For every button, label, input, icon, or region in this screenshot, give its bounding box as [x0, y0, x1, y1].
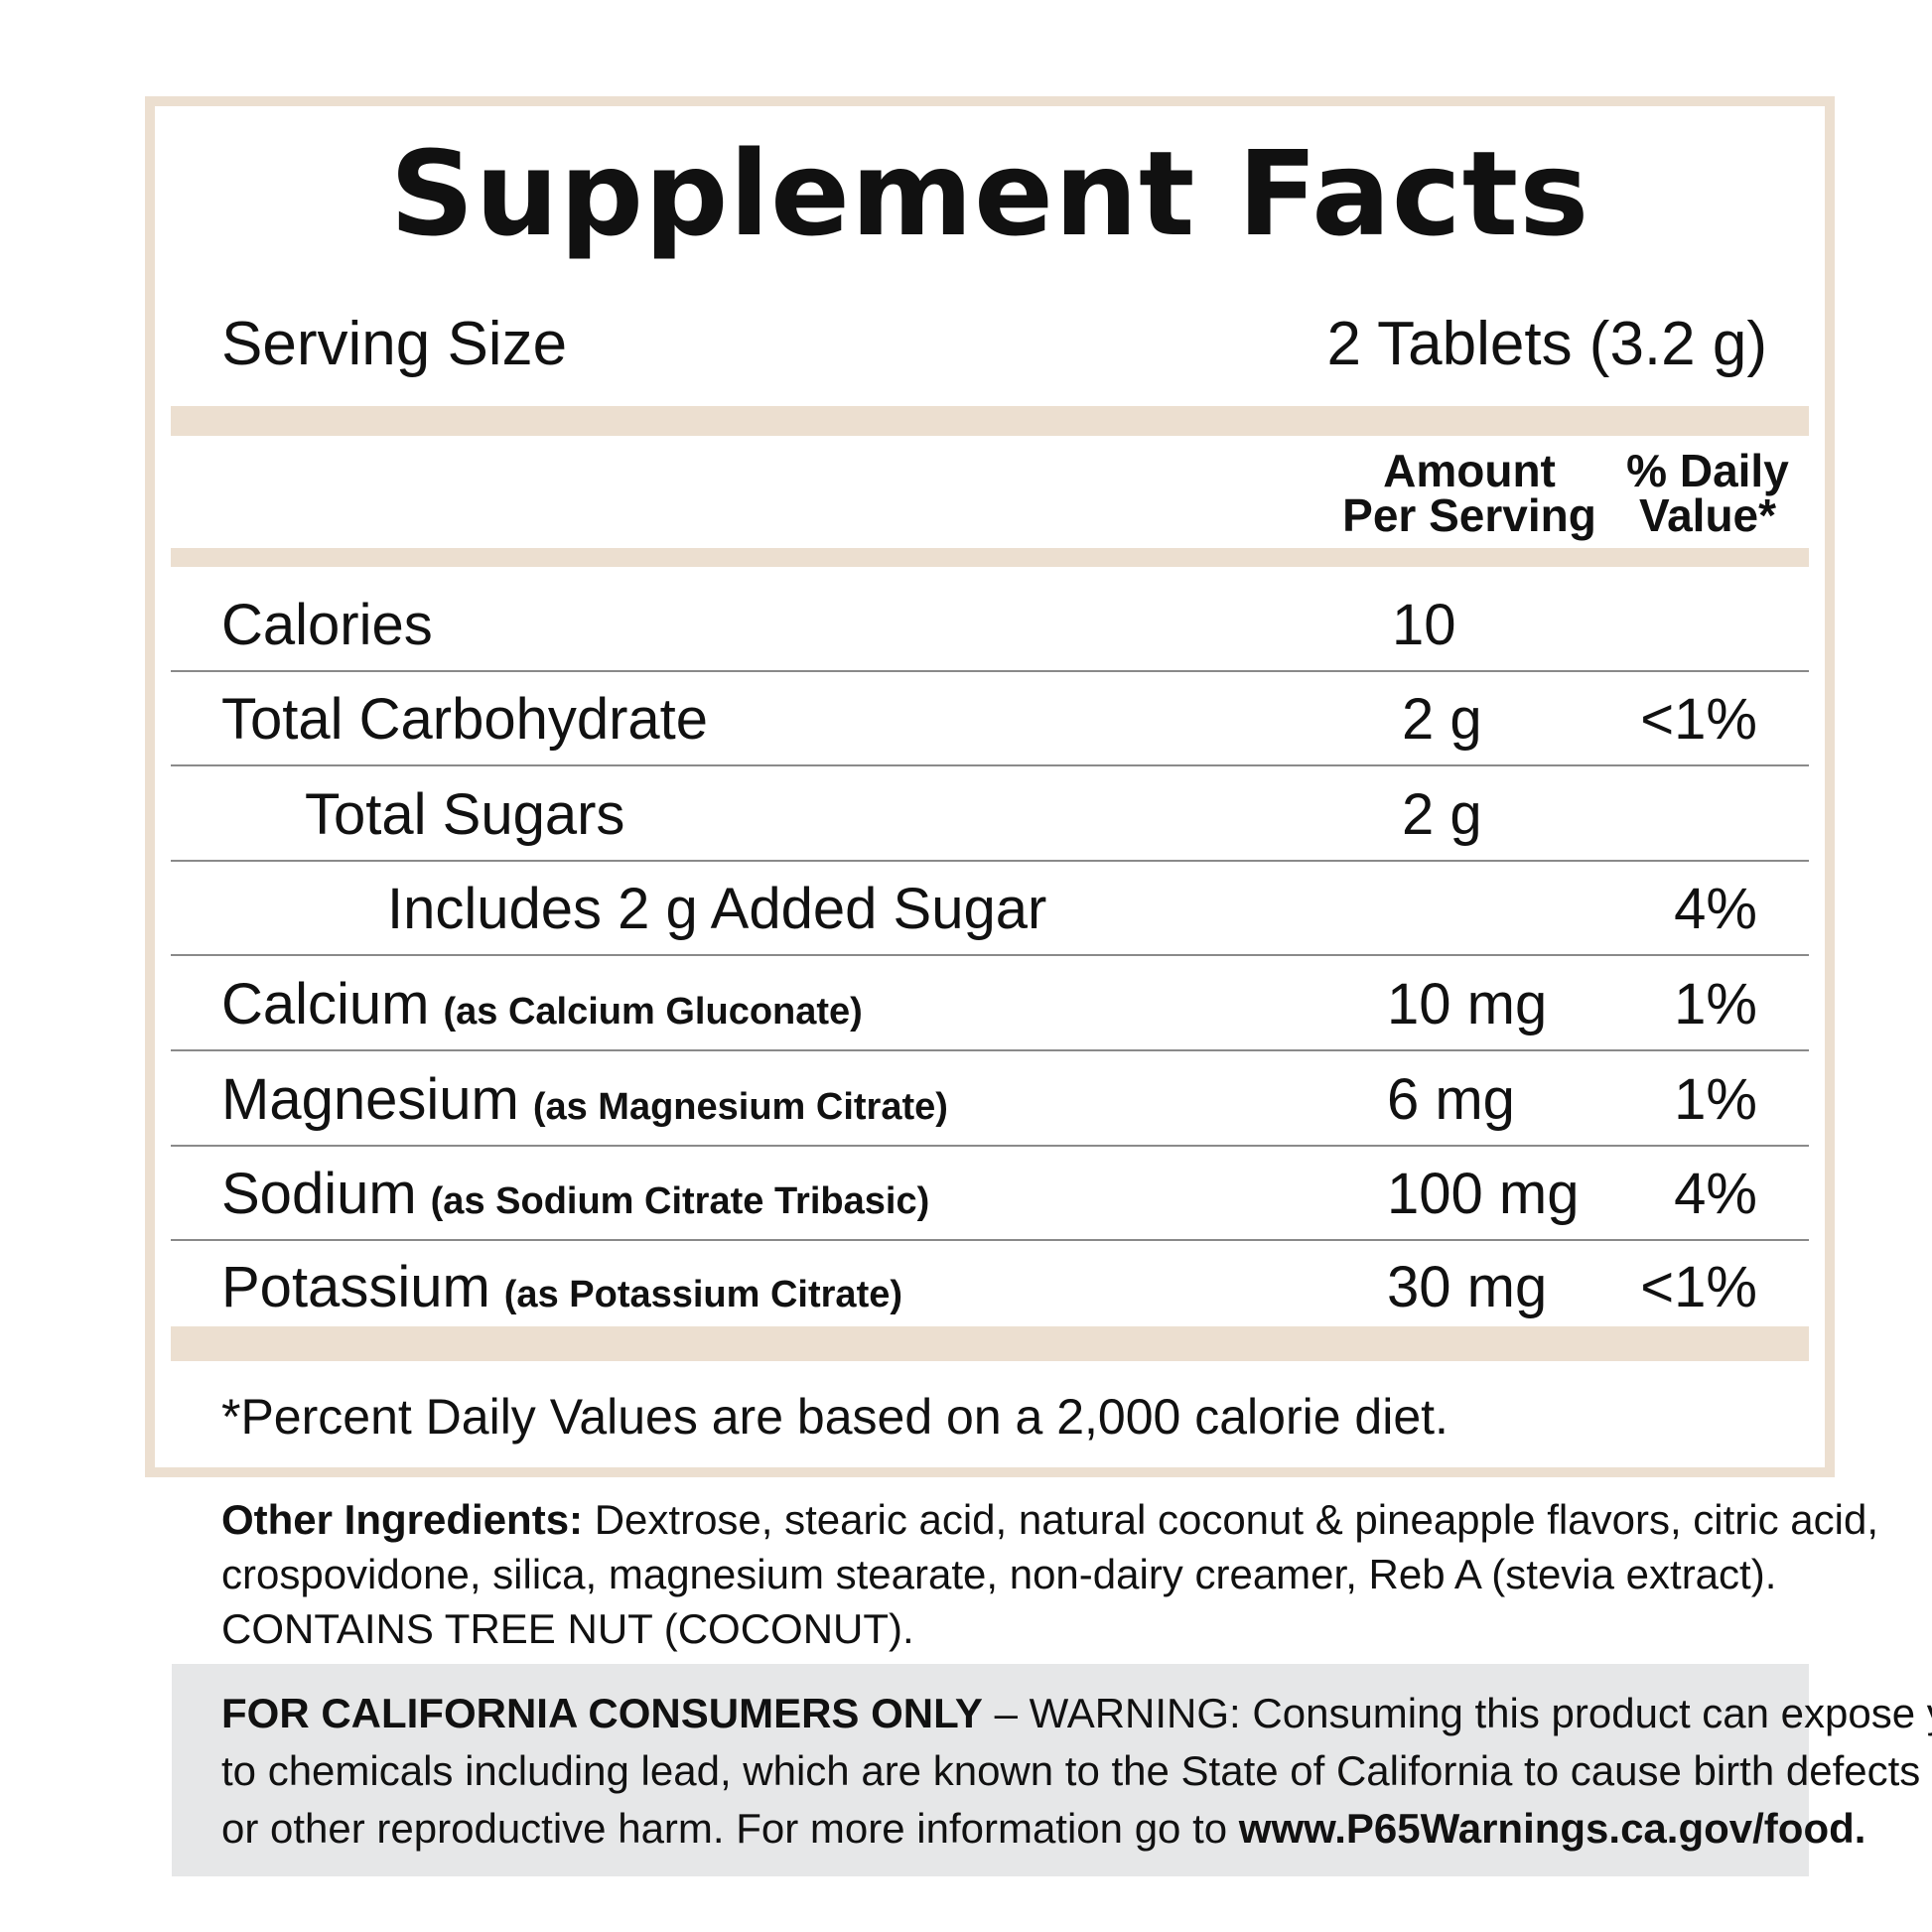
- dv-header-line1: % Daily: [1626, 445, 1789, 496]
- nutrient-amount: 100 mg: [1387, 1162, 1580, 1226]
- table-row-sodium: Sodium (as Sodium Citrate Tribasic) 100 m…: [171, 1147, 1809, 1241]
- table-row-potassium: Potassium (as Potassium Citrate) 30 mg <1…: [171, 1243, 1809, 1326]
- nutrient-name-text: Potassium: [221, 1255, 490, 1319]
- other-ingredients: Other Ingredients: Dextrose, stearic aci…: [221, 1492, 1878, 1656]
- nutrient-source-note: (as Calcium Gluconate): [443, 991, 863, 1033]
- nutrient-amount: 10: [1392, 593, 1456, 657]
- row-divider: [171, 1239, 1809, 1241]
- column-header-amount: Amount Per Serving: [1330, 445, 1608, 541]
- nutrient-name-text: Calcium: [221, 972, 430, 1036]
- nutrient-source-note: (as Sodium Citrate Tribasic): [430, 1180, 930, 1222]
- thick-divider-bottom: [171, 1326, 1809, 1361]
- warning-url[interactable]: www.P65Warnings.ca.gov/food.: [1238, 1805, 1866, 1852]
- nutrient-name: Calcium (as Calcium Gluconate): [221, 957, 863, 1051]
- thick-divider-top: [171, 406, 1809, 436]
- serving-size-label: Serving Size: [221, 310, 568, 378]
- row-divider: [171, 670, 1809, 672]
- ingredients-text-1: Dextrose, stearic acid, natural coconut …: [594, 1496, 1879, 1543]
- ingredients-line-3: CONTAINS TREE NUT (COCONUT).: [221, 1605, 914, 1652]
- prop65-warning-text: FOR CALIFORNIA CONSUMERS ONLY – WARNING:…: [221, 1685, 1932, 1858]
- row-divider: [171, 954, 1809, 956]
- warning-text-1: WARNING: Consuming this product can expo…: [1029, 1690, 1932, 1736]
- warning-line-2: to chemicals including lead, which are k…: [221, 1747, 1921, 1794]
- table-row-total-sugars: Total Sugars 2 g: [171, 767, 1809, 862]
- prop65-warning-box: [172, 1664, 1809, 1876]
- nutrient-daily-value: <1%: [1640, 687, 1757, 752]
- row-divider: [171, 1145, 1809, 1147]
- panel-title: Supplement Facts: [389, 125, 1590, 262]
- table-row-calcium: Calcium (as Calcium Gluconate) 10 mg 1%: [171, 957, 1809, 1051]
- nutrient-amount: 2 g: [1402, 782, 1482, 847]
- nutrient-source-note: (as Potassium Citrate): [503, 1274, 903, 1315]
- warning-line-3: or other reproductive harm. For more inf…: [221, 1800, 1865, 1858]
- warning-heading: FOR CALIFORNIA CONSUMERS ONLY: [221, 1690, 983, 1736]
- nutrient-name: Magnesium (as Magnesium Citrate): [221, 1052, 948, 1147]
- warning-text-3: or other reproductive harm. For more inf…: [221, 1805, 1239, 1852]
- nutrient-amount: 6 mg: [1387, 1067, 1515, 1132]
- dv-header-line2: Value*: [1638, 489, 1777, 541]
- row-divider: [171, 860, 1809, 862]
- warning-dash: –: [982, 1690, 1030, 1736]
- nutrient-name-text: Magnesium: [221, 1067, 519, 1132]
- nutrient-name: Total Carbohydrate: [221, 687, 709, 752]
- nutrient-name: Calories: [221, 593, 433, 657]
- table-row-calories: Calories 10: [171, 578, 1809, 672]
- amount-header-line2: Per Serving: [1342, 489, 1596, 541]
- nutrient-daily-value: 4%: [1674, 877, 1757, 941]
- nutrient-amount: 2 g: [1402, 687, 1482, 752]
- nutrient-daily-value: 1%: [1674, 1067, 1757, 1132]
- daily-value-footnote: *Percent Daily Values are based on a 2,0…: [221, 1389, 1449, 1445]
- table-row-added-sugar: Includes 2 g Added Sugar 4%: [171, 862, 1809, 956]
- table-row-total-carbohydrate: Total Carbohydrate 2 g <1%: [171, 672, 1809, 766]
- thick-divider-header: [171, 548, 1809, 567]
- nutrient-name: Sodium (as Sodium Citrate Tribasic): [221, 1147, 929, 1241]
- nutrient-daily-value: 1%: [1674, 972, 1757, 1036]
- nutrient-name: Includes 2 g Added Sugar: [387, 877, 1047, 941]
- column-header-daily-value: % Daily Value*: [1613, 445, 1802, 541]
- nutrient-source-note: (as Magnesium Citrate): [532, 1086, 948, 1128]
- nutrient-name-text: Sodium: [221, 1162, 417, 1226]
- table-row-magnesium: Magnesium (as Magnesium Citrate) 6 mg 1%: [171, 1052, 1809, 1147]
- nutrient-name: Total Sugars: [305, 782, 625, 847]
- nutrient-name: Potassium (as Potassium Citrate): [221, 1243, 902, 1326]
- ingredients-heading: Other Ingredients:: [221, 1496, 584, 1543]
- ingredients-line-1: Other Ingredients: Dextrose, stearic aci…: [221, 1492, 1878, 1547]
- warning-line-1: FOR CALIFORNIA CONSUMERS ONLY – WARNING:…: [221, 1685, 1932, 1742]
- amount-header-line1: Amount: [1383, 445, 1556, 496]
- ingredients-line-2: crospovidone, silica, magnesium stearate…: [221, 1551, 1777, 1597]
- nutrient-daily-value: <1%: [1640, 1255, 1757, 1319]
- nutrient-amount: 30 mg: [1387, 1255, 1548, 1319]
- row-divider: [171, 764, 1809, 766]
- serving-size-value: 2 Tablets (3.2 g): [1326, 310, 1767, 378]
- row-divider: [171, 1049, 1809, 1051]
- nutrient-daily-value: 4%: [1674, 1162, 1757, 1226]
- supplement-facts-panel: [145, 96, 1835, 1477]
- nutrient-amount: 10 mg: [1387, 972, 1548, 1036]
